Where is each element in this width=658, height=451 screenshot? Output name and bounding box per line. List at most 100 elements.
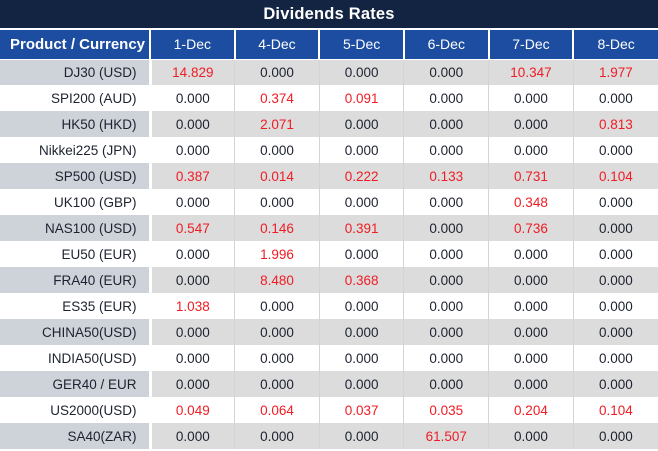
rate-cell: 0.000 [318, 189, 404, 215]
rate-cell: 0.000 [403, 215, 489, 241]
product-cell: EU50 (EUR) [0, 241, 152, 267]
page-title: Dividends Rates [0, 0, 658, 30]
rate-cell: 0.391 [318, 215, 404, 241]
rate-cell: 0.000 [572, 423, 658, 449]
rate-cell: 0.000 [149, 267, 235, 293]
rate-cell: 0.813 [572, 111, 658, 137]
rate-cell: 0.000 [488, 293, 574, 319]
rate-cell: 0.547 [149, 215, 235, 241]
rate-cell: 0.000 [572, 85, 658, 111]
product-cell: UK100 (GBP) [0, 189, 152, 215]
table-header-row: Product / Currency 1-Dec 4-Dec 5-Dec 6-Dec 7… [0, 30, 658, 60]
rate-cell: 0.000 [318, 241, 404, 267]
date-header: 5-Dec [318, 30, 404, 60]
rate-cell: 0.000 [149, 423, 235, 449]
product-cell: FRA40 (EUR) [0, 267, 152, 293]
rate-cell: 0.000 [403, 319, 489, 345]
product-cell: Nikkei225 (JPN) [0, 137, 152, 163]
rate-cell: 0.000 [149, 345, 235, 371]
product-cell: SPI200 (AUD) [0, 85, 152, 111]
table-row: INDIA50(USD) 0.000 0.000 0.000 0.000 0.000 0.0… [0, 345, 658, 371]
rate-cell: 0.000 [403, 371, 489, 397]
table-row: HK50 (HKD) 0.000 2.071 0.000 0.000 0.000 0.813 [0, 111, 658, 137]
rate-cell: 0.000 [488, 85, 574, 111]
product-currency-header: Product / Currency [0, 30, 150, 60]
rate-cell: 0.000 [403, 137, 489, 163]
rate-cell: 14.829 [149, 59, 235, 85]
rate-cell: 0.000 [318, 111, 404, 137]
rate-cell: 0.091 [318, 85, 404, 111]
rate-cell: 0.000 [403, 293, 489, 319]
rate-cell: 0.000 [488, 319, 574, 345]
rate-cell: 0.204 [488, 397, 574, 423]
rate-cell: 0.000 [149, 241, 235, 267]
product-cell: CHINA50(USD) [0, 319, 152, 345]
rate-cell: 0.000 [149, 189, 235, 215]
rate-cell: 0.000 [234, 371, 320, 397]
product-cell: DJ30 (USD) [0, 59, 152, 85]
rate-cell: 0.146 [234, 215, 320, 241]
rate-cell: 10.347 [488, 59, 574, 85]
rate-cell: 0.000 [234, 345, 320, 371]
rate-cell: 1.038 [149, 293, 235, 319]
date-header: 6-Dec [402, 30, 489, 60]
dividends-rates-table: Product / Currency 1-Dec 4-Dec 5-Dec 6-Dec 7… [0, 30, 658, 449]
table-row: ES35 (EUR) 1.038 0.000 0.000 0.000 0.000 0.000 [0, 293, 658, 319]
rate-cell: 0.000 [318, 319, 404, 345]
rate-cell: 0.000 [403, 241, 489, 267]
rate-cell: 1.977 [572, 59, 658, 85]
table-row: SA40(ZAR) 0.000 0.000 0.000 61.507 0.000 0.000 [0, 423, 658, 449]
date-header: 4-Dec [233, 30, 320, 60]
table-row: UK100 (GBP) 0.000 0.000 0.000 0.000 0.348 0.00… [0, 189, 658, 215]
table-row: SP500 (USD) 0.387 0.014 0.222 0.133 0.731 0.10… [0, 163, 658, 189]
table-row: Nikkei225 (JPN) 0.000 0.000 0.000 0.000 0.000… [0, 137, 658, 163]
rate-cell: 0.000 [318, 59, 404, 85]
date-header: 1-Dec [149, 30, 235, 60]
rate-cell: 0.000 [572, 319, 658, 345]
rate-cell: 0.000 [318, 345, 404, 371]
rate-cell: 0.000 [572, 189, 658, 215]
rate-cell: 0.000 [488, 111, 574, 137]
rate-cell: 0.000 [403, 59, 489, 85]
table-row: EU50 (EUR) 0.000 1.996 0.000 0.000 0.000 0.000 [0, 241, 658, 267]
rate-cell: 0.000 [572, 137, 658, 163]
rate-cell: 0.000 [488, 345, 574, 371]
date-header: 8-Dec [572, 30, 658, 60]
rate-cell: 0.064 [234, 397, 320, 423]
product-cell: US2000(USD) [0, 397, 152, 423]
rate-cell: 0.000 [403, 345, 489, 371]
rate-cell: 8.480 [234, 267, 320, 293]
rate-cell: 0.000 [403, 267, 489, 293]
product-cell: NAS100 (USD) [0, 215, 152, 241]
rate-cell: 0.000 [403, 189, 489, 215]
rate-cell: 0.736 [488, 215, 574, 241]
rate-cell: 0.000 [318, 293, 404, 319]
rate-cell: 0.000 [149, 371, 235, 397]
table-row: US2000(USD) 0.049 0.064 0.037 0.035 0.204 0.10… [0, 397, 658, 423]
rate-cell: 0.000 [318, 423, 404, 449]
product-cell: SP500 (USD) [0, 163, 152, 189]
table-row: FRA40 (EUR) 0.000 8.480 0.368 0.000 0.000 0.00… [0, 267, 658, 293]
rate-cell: 0.000 [149, 111, 235, 137]
rate-cell: 0.014 [234, 163, 320, 189]
rate-cell: 0.000 [149, 319, 235, 345]
rate-cell: 0.000 [488, 241, 574, 267]
rate-cell: 2.071 [234, 111, 320, 137]
rate-cell: 0.731 [488, 163, 574, 189]
product-cell: INDIA50(USD) [0, 345, 152, 371]
rate-cell: 0.000 [318, 137, 404, 163]
rate-cell: 0.000 [572, 267, 658, 293]
rate-cell: 0.374 [234, 85, 320, 111]
rate-cell: 0.368 [318, 267, 404, 293]
rate-cell: 0.104 [572, 397, 658, 423]
table-row: NAS100 (USD) 0.547 0.146 0.391 0.000 0.736 0.0… [0, 215, 658, 241]
rate-cell: 0.133 [403, 163, 489, 189]
rate-cell: 0.035 [403, 397, 489, 423]
rate-cell: 0.000 [403, 85, 489, 111]
product-cell: ES35 (EUR) [0, 293, 152, 319]
table-row: CHINA50(USD) 0.000 0.000 0.000 0.000 0.000 0.0… [0, 319, 658, 345]
rate-cell: 0.037 [318, 397, 404, 423]
rate-cell: 0.000 [234, 189, 320, 215]
table-row: GER40 / EUR 0.000 0.000 0.000 0.000 0.000 0.00… [0, 371, 658, 397]
